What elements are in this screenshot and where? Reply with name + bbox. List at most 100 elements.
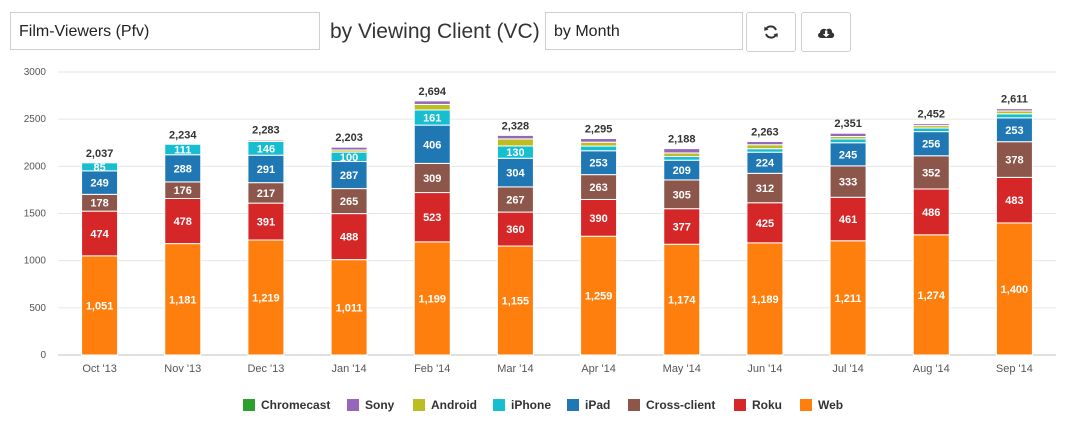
- y-tick-label: 2500: [24, 114, 47, 125]
- total-label: 2,263: [751, 127, 779, 139]
- legend-swatch: [734, 399, 746, 411]
- legend-label: Cross-client: [646, 398, 716, 412]
- legend-label: Web: [818, 398, 844, 412]
- bar-segment-roku: [247, 202, 285, 241]
- bar-segment-ipad: [164, 154, 202, 183]
- legend-swatch: [347, 399, 359, 411]
- period-select[interactable]: by Month: [545, 12, 743, 50]
- bar-segment-cross-client: [995, 141, 1033, 178]
- download-button[interactable]: [801, 12, 851, 52]
- data-label: 176: [174, 185, 192, 197]
- data-label: 486: [922, 207, 940, 219]
- y-tick-label: 1500: [24, 209, 47, 220]
- bar-segment-web: [496, 245, 534, 356]
- legend-swatch: [243, 399, 255, 411]
- bar-segment-roku: [413, 192, 451, 243]
- bar-segment-web: [995, 222, 1033, 356]
- bar-segment-web: [164, 243, 202, 356]
- x-tick-label: Jul '14: [832, 363, 863, 375]
- bar-segment-web: [663, 243, 701, 356]
- bar-segment-sony: [330, 146, 368, 151]
- y-tick-label: 1000: [24, 256, 47, 267]
- total-label: 2,452: [917, 109, 945, 121]
- data-label: 478: [174, 216, 192, 228]
- data-label: 178: [90, 198, 108, 210]
- data-label: 267: [506, 194, 524, 206]
- data-label: 305: [673, 189, 691, 201]
- legend-item-cross-client[interactable]: Cross-client: [628, 398, 715, 412]
- x-tick-label: Oct '13: [82, 363, 117, 375]
- data-label: 461: [839, 214, 857, 226]
- data-label: 253: [589, 158, 607, 170]
- dimension-label: by Viewing Client (VC): [330, 20, 540, 43]
- total-label: 2,351: [834, 118, 862, 130]
- x-tick-label: Mar '14: [497, 363, 533, 375]
- bar-segment-cross-client: [496, 186, 534, 213]
- legend-label: Sony: [365, 398, 395, 412]
- metric-select[interactable]: Film-Viewers (Pfv): [10, 12, 320, 50]
- bar-segment-roku: [663, 208, 701, 245]
- legend-item-sony[interactable]: Sony: [347, 398, 394, 412]
- total-label: 2,188: [668, 134, 696, 146]
- cloud-download-icon: [816, 24, 836, 40]
- data-label: 425: [756, 218, 774, 230]
- data-label: 312: [756, 183, 774, 195]
- legend-swatch: [493, 399, 505, 411]
- data-label: 253: [1005, 125, 1023, 137]
- total-label: 2,234: [169, 129, 197, 141]
- bar-segment-iphone: [81, 162, 119, 172]
- data-label: 483: [1005, 195, 1023, 207]
- legend-label: Roku: [752, 398, 782, 412]
- data-label: 1,211: [835, 293, 862, 305]
- total-label: 2,037: [86, 148, 114, 160]
- total-label: 2,328: [502, 120, 530, 132]
- data-label: 378: [1005, 155, 1023, 167]
- bar-segment-android: [580, 141, 618, 147]
- data-label: 352: [922, 167, 940, 179]
- legend-item-chromecast[interactable]: Chromecast: [243, 398, 330, 412]
- bar-segment-web: [247, 239, 285, 356]
- stacked-bar-chart: 0 500 1000 1500 2000 2500 3000 1,051 474 178 249 85…: [24, 67, 1056, 375]
- data-label: 1,199: [418, 293, 446, 305]
- data-label: 265: [340, 196, 358, 208]
- data-label: 523: [423, 212, 441, 224]
- refresh-button[interactable]: [746, 12, 796, 52]
- data-label: 249: [90, 178, 108, 190]
- bar-segment-sony: [995, 108, 1033, 112]
- data-label: 391: [257, 217, 275, 229]
- legend-item-web[interactable]: Web: [800, 398, 843, 412]
- chart-controls-toolbar: Film-Viewers (Pfv) by Viewing Client (VC…: [10, 12, 1070, 52]
- bar-segment-web: [413, 241, 451, 356]
- data-label: 217: [257, 188, 275, 200]
- bar-segment-iphone: [746, 148, 784, 153]
- bar-segment-android: [496, 138, 534, 147]
- bar-segment-roku: [330, 213, 368, 261]
- data-label: 100: [340, 152, 358, 164]
- data-label: 1,174: [668, 295, 696, 307]
- data-label: 291: [257, 164, 275, 176]
- y-tick-label: 0: [40, 350, 46, 361]
- data-label: 245: [839, 149, 857, 161]
- bar-segment-cross-client: [413, 162, 451, 194]
- bar-segment-roku: [912, 188, 950, 236]
- data-label: 1,051: [86, 300, 114, 312]
- x-tick-label: Nov '13: [164, 363, 201, 375]
- bar-segment-sony: [413, 100, 451, 105]
- legend-swatch: [628, 399, 640, 411]
- data-label: 111: [174, 144, 191, 156]
- legend-item-android[interactable]: Android: [413, 398, 477, 412]
- legend-item-roku[interactable]: Roku: [734, 398, 782, 412]
- bar-segment-android: [746, 144, 784, 150]
- legend-swatch: [413, 399, 425, 411]
- legend-item-iphone[interactable]: iPhone: [493, 398, 551, 412]
- bar-segment-sony: [746, 141, 784, 146]
- data-label: 1,011: [336, 302, 363, 314]
- data-label: 488: [340, 232, 358, 244]
- legend-item-ipad[interactable]: iPad: [567, 398, 610, 412]
- data-label: 377: [673, 221, 691, 233]
- data-label: 146: [257, 143, 275, 155]
- bar-segment-web: [912, 234, 950, 356]
- bar-segment-sony: [247, 139, 285, 142]
- x-tick-label: Jan '14: [332, 363, 367, 375]
- x-tick-label: Apr '14: [581, 363, 616, 375]
